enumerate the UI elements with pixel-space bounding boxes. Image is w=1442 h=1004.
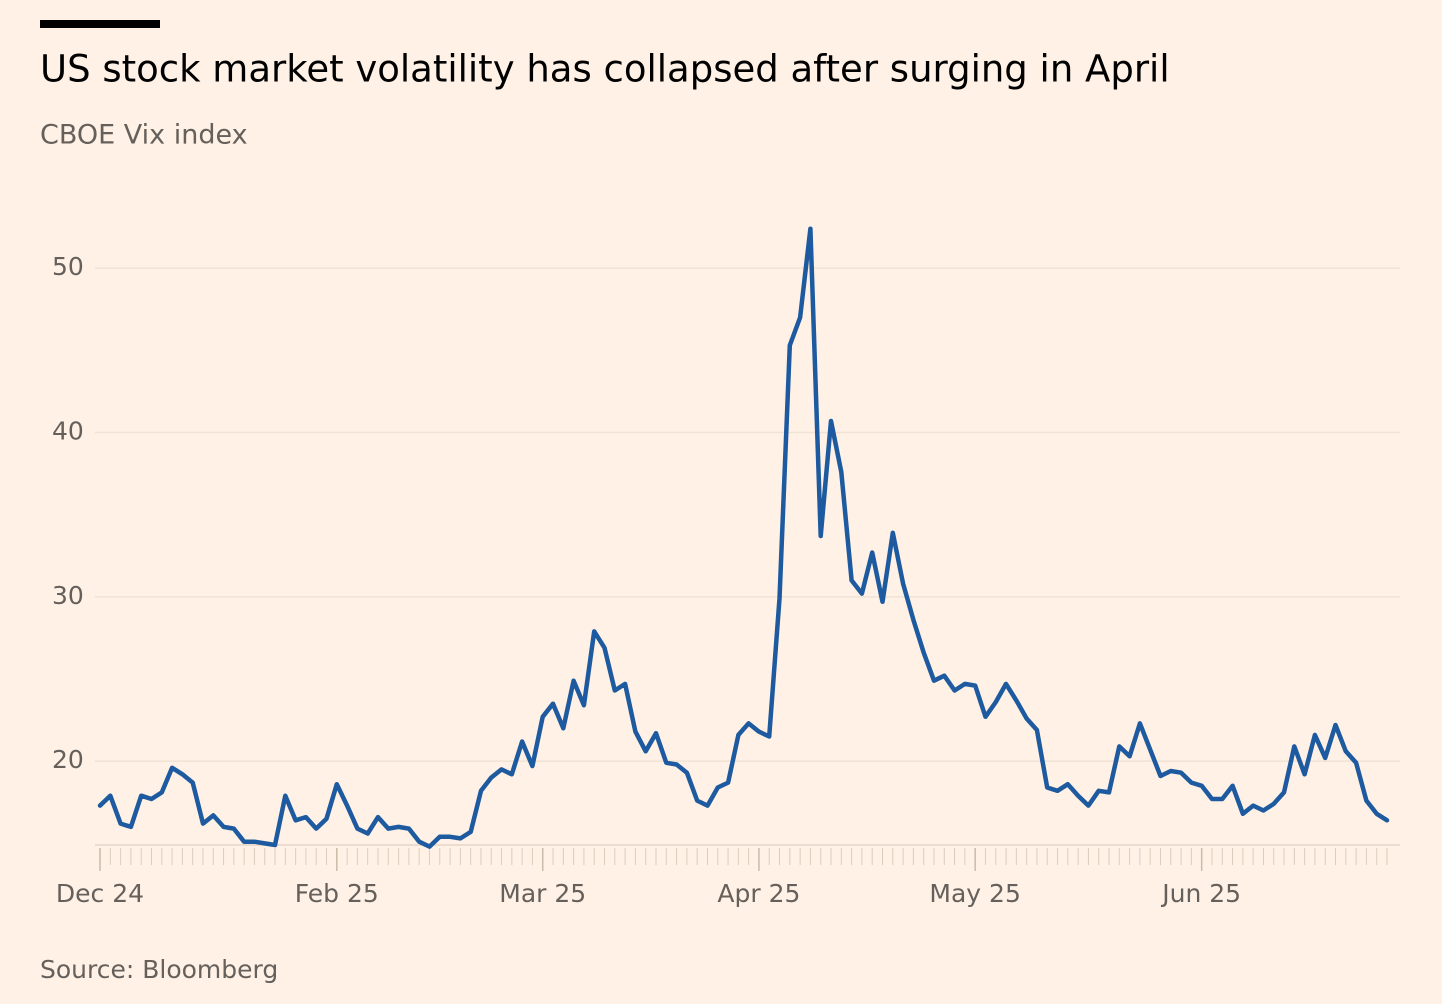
chart-title: US stock market volatility has collapsed… <box>40 48 1170 91</box>
x-tick-label: Dec 24 <box>56 879 144 908</box>
x-tick-label: Apr 25 <box>717 879 800 908</box>
source: Source: Bloomberg <box>40 955 278 984</box>
series-line <box>97 226 1390 849</box>
x-tick-label: Mar 25 <box>499 879 586 908</box>
title-bar <box>40 20 160 28</box>
chart-subtitle: CBOE Vix index <box>40 120 248 151</box>
x-tick-label: Feb 25 <box>295 879 379 908</box>
x-tick-label: May 25 <box>929 879 1020 908</box>
x-tick-label: Jun 25 <box>1160 879 1241 908</box>
y-tick-label: 40 <box>52 417 84 446</box>
y-tick-label: 50 <box>52 252 84 281</box>
y-tick-label: 20 <box>52 745 84 774</box>
y-tick-label: 30 <box>52 581 84 610</box>
